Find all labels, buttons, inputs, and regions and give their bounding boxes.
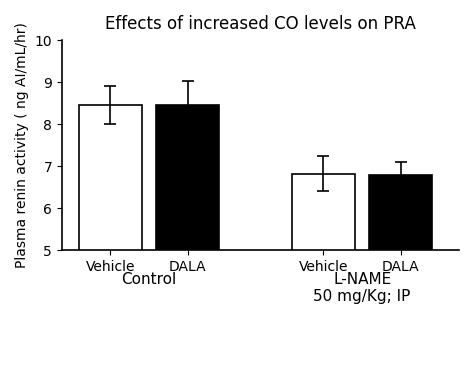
Text: L-NAME
50 mg/Kg; IP: L-NAME 50 mg/Kg; IP (313, 272, 411, 304)
Bar (79, 105, 142, 250)
Bar (369, 175, 432, 250)
Title: Effects of increased CO levels on PRA: Effects of increased CO levels on PRA (105, 15, 416, 33)
Y-axis label: Plasma renin activity ( ng AI/mL/hr): Plasma renin activity ( ng AI/mL/hr) (15, 22, 29, 268)
Text: Control: Control (121, 272, 177, 287)
Bar (156, 105, 219, 250)
Bar (292, 174, 355, 250)
